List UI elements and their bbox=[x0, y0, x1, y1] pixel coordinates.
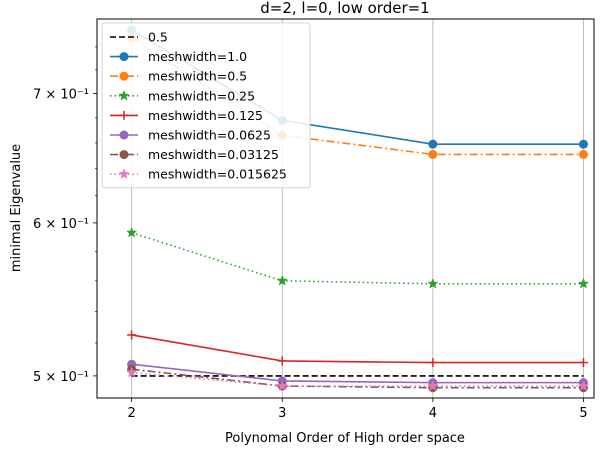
series-4-point bbox=[277, 356, 287, 366]
series-3-point bbox=[276, 274, 288, 286]
y-tick-label: 6 × 10⁻¹ bbox=[33, 217, 89, 232]
legend-label: meshwidth=0.125 bbox=[148, 108, 263, 123]
series-1-point bbox=[428, 139, 438, 149]
legend-label: meshwidth=0.5 bbox=[148, 69, 247, 84]
legend-label: meshwidth=1.0 bbox=[148, 49, 247, 64]
legend-label: meshwidth=0.03125 bbox=[148, 147, 279, 162]
legend-swatch-marker bbox=[119, 150, 129, 160]
y-axis-label: minimal Eigenvalue bbox=[9, 144, 24, 272]
series-7-point bbox=[427, 380, 439, 391]
legend-label: meshwidth=0.0625 bbox=[148, 128, 271, 143]
series-line-4 bbox=[131, 334, 584, 364]
x-axis-label: Polynomal Order of High order space bbox=[225, 431, 465, 446]
series-line-6 bbox=[131, 368, 584, 389]
series-4-point bbox=[578, 358, 588, 368]
series-7-point bbox=[577, 380, 590, 391]
series-3-point bbox=[577, 277, 590, 289]
series-7-point bbox=[276, 380, 288, 391]
chart-title: d=2, l=0, low order=1 bbox=[260, 0, 429, 17]
legend-box bbox=[101, 22, 311, 189]
legend-swatch-marker bbox=[118, 89, 130, 101]
legend-label: meshwidth=0.015625 bbox=[148, 167, 287, 182]
legend-label: 0.5 bbox=[148, 30, 168, 45]
legend-swatch-marker bbox=[119, 52, 129, 62]
series-1-point bbox=[578, 139, 588, 149]
x-tick-label: 2 bbox=[127, 406, 135, 421]
series-4-point bbox=[428, 358, 438, 368]
x-tick-label: 3 bbox=[278, 406, 286, 421]
legend-swatch-marker bbox=[118, 168, 130, 179]
series-3-point bbox=[126, 226, 138, 238]
legend: 0.5 meshwidth=1.0 meshwidth=0.5 meshwidth=0… bbox=[101, 22, 311, 189]
series-line-5 bbox=[131, 363, 584, 384]
series-line-3 bbox=[131, 231, 584, 285]
series-line-7 bbox=[131, 371, 584, 387]
axis-layer: 2 3 4 5 5 × 10⁻¹ 6 × 10⁻¹ 7 × 10⁻¹ bbox=[33, 46, 588, 421]
series-2-point bbox=[578, 149, 588, 159]
plot-frame bbox=[96, 18, 595, 399]
legend-label: meshwidth=0.25 bbox=[148, 88, 255, 103]
series-2-point bbox=[428, 149, 438, 159]
legend-swatch-marker bbox=[119, 130, 129, 140]
x-tick-label: 4 bbox=[429, 406, 437, 421]
y-tick-label: 7 × 10⁻¹ bbox=[33, 88, 89, 103]
x-tick-label: 5 bbox=[579, 406, 587, 421]
legend-swatch-marker bbox=[119, 110, 129, 120]
series-3-point bbox=[427, 277, 439, 289]
series-line-2 bbox=[131, 37, 584, 156]
series-4-point bbox=[127, 330, 137, 340]
series-7-point bbox=[126, 366, 138, 378]
y-tick-label: 5 × 10⁻¹ bbox=[33, 370, 89, 385]
legend-swatch-marker bbox=[119, 71, 129, 81]
